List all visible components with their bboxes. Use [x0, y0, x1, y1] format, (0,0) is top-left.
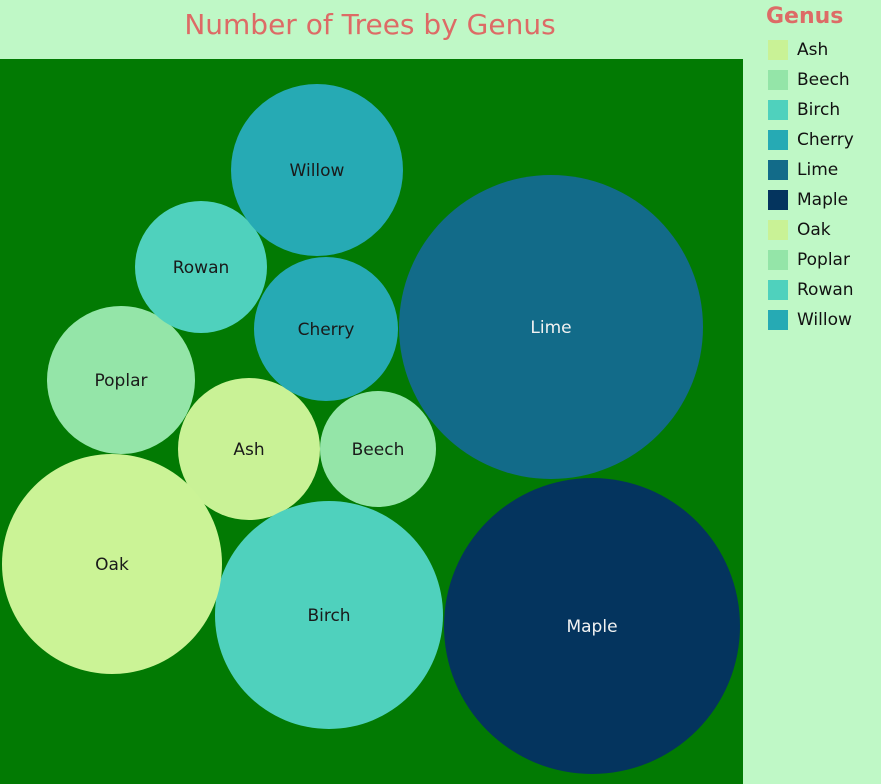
bubble-maple[interactable]: [444, 478, 740, 774]
legend-item-cherry[interactable]: Cherry: [766, 125, 878, 155]
legend-label: Willow: [797, 310, 852, 330]
legend-swatch: [768, 70, 788, 90]
plot-area: Ash Beech Birch Cherry Lime Maple Oak Poplar Row…: [0, 59, 743, 784]
bubble-beech[interactable]: [320, 391, 436, 507]
legend-swatch: [768, 100, 788, 120]
bubble-birch[interactable]: [215, 501, 443, 729]
legend-item-oak[interactable]: Oak: [766, 215, 878, 245]
bubble-cherry[interactable]: [254, 257, 398, 401]
legend-item-willow[interactable]: Willow: [766, 305, 878, 335]
legend-swatch: [768, 250, 788, 270]
legend-label: Beech: [797, 70, 850, 90]
bubble-label-oak: Oak: [95, 555, 129, 575]
bubble-oak[interactable]: [2, 454, 222, 674]
bubble-chart: Ash Beech Birch Cherry Lime Maple Oak Poplar Row…: [2, 84, 740, 774]
bubble-poplar[interactable]: [47, 306, 195, 454]
bubble-lime[interactable]: [399, 175, 703, 479]
bubble-label-poplar: Poplar: [95, 371, 148, 391]
bubble-label-ash: Ash: [233, 440, 264, 460]
legend-item-ash[interactable]: Ash: [766, 35, 878, 65]
legend-item-beech[interactable]: Beech: [766, 65, 878, 95]
bubble-label-willow: Willow: [290, 161, 345, 181]
legend-swatch: [768, 130, 788, 150]
bubble-label-birch: Birch: [307, 606, 350, 626]
bubble-rowan[interactable]: [135, 201, 267, 333]
legend-swatch: [768, 160, 788, 180]
bubble-label-lime: Lime: [530, 318, 571, 338]
legend-label: Maple: [797, 190, 849, 210]
legend-items: Ash Beech Birch Cherry Lime Maple Oak Poplar Row…: [766, 35, 878, 335]
legend-label: Rowan: [797, 280, 854, 300]
legend-item-birch[interactable]: Birch: [766, 95, 878, 125]
legend-item-maple[interactable]: Maple: [766, 185, 878, 215]
bubble-ash[interactable]: [178, 378, 320, 520]
bubble-label-rowan: Rowan: [173, 258, 230, 278]
legend-label: Lime: [797, 160, 839, 180]
legend-label: Birch: [797, 100, 841, 120]
legend-item-lime[interactable]: Lime: [766, 155, 878, 185]
bubble-label-cherry: Cherry: [298, 320, 355, 340]
legend-title: Genus: [766, 4, 844, 29]
legend-swatch: [768, 280, 788, 300]
legend-swatch: [768, 310, 788, 330]
legend-swatch: [768, 190, 788, 210]
legend-swatch: [768, 220, 788, 240]
bubble-label-maple: Maple: [566, 617, 617, 637]
legend: Genus Ash Beech Birch Cherry Lime Maple Oak Pop…: [766, 4, 878, 335]
legend-label: Ash: [797, 40, 829, 60]
legend-label: Oak: [797, 220, 831, 240]
legend-item-poplar[interactable]: Poplar: [766, 245, 878, 275]
legend-label: Poplar: [797, 250, 850, 270]
bubble-willow[interactable]: [231, 84, 403, 256]
legend-swatch: [768, 40, 788, 60]
legend-item-rowan[interactable]: Rowan: [766, 275, 878, 305]
legend-label: Cherry: [797, 130, 854, 150]
chart-title: Number of Trees by Genus: [184, 8, 556, 41]
bubble-label-beech: Beech: [352, 440, 405, 460]
